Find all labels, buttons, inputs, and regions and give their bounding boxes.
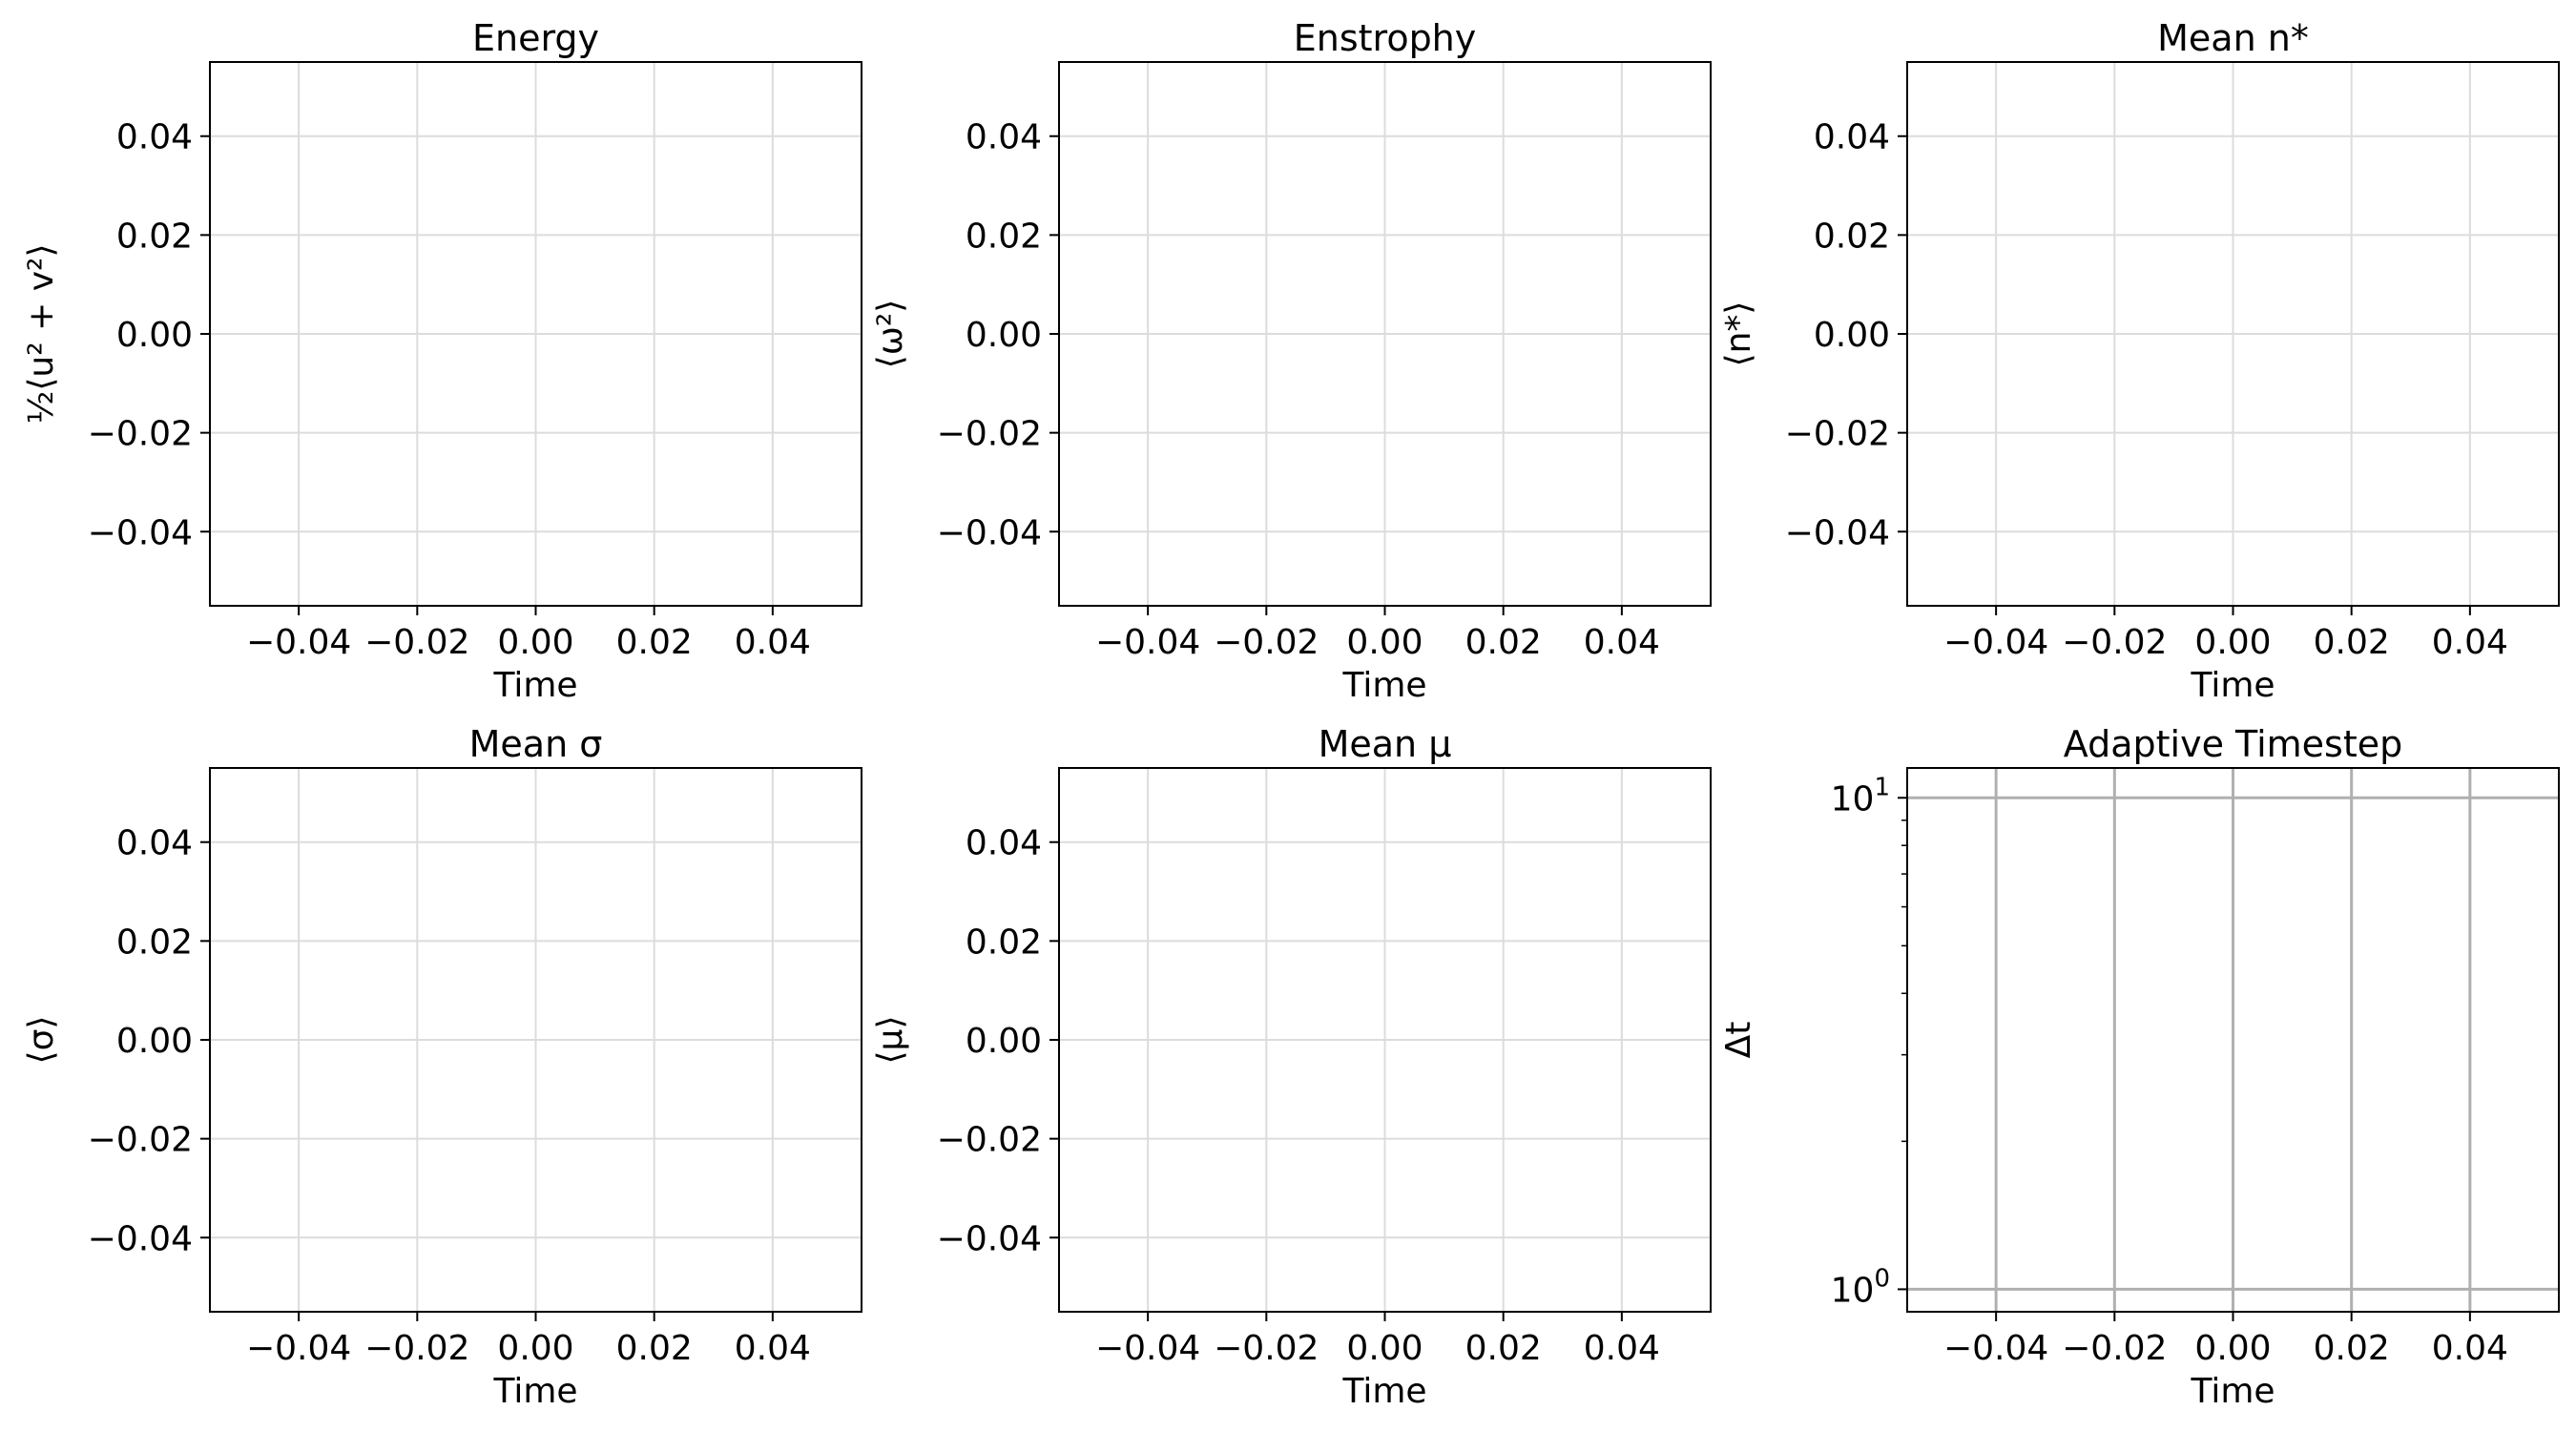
- x-tick-label: 0.02: [1465, 1329, 1542, 1368]
- x-tick-label: 0.04: [735, 623, 811, 662]
- y-tick-label: 101: [1831, 773, 1890, 819]
- y-tick-label: 0.02: [966, 217, 1042, 256]
- x-tick-label: 0.00: [2194, 623, 2271, 662]
- subplot-title: Mean σ: [469, 723, 603, 765]
- x-tick-label: 0.02: [1465, 623, 1542, 662]
- x-tick-label: 0.04: [735, 1329, 811, 1368]
- y-tick-label: 100: [1831, 1264, 1890, 1310]
- y-tick-label: −0.04: [937, 1219, 1042, 1258]
- y-tick-label: 0.02: [966, 923, 1042, 962]
- subplot-1: −0.04 −0.02 0.00 0.02 0.04 −0.04 −0.02 0.00 0.02…: [22, 17, 862, 705]
- x-tick-label: −0.02: [364, 623, 469, 662]
- x-axis-label: Time: [2190, 1372, 2275, 1411]
- y-tick-label: 0.00: [116, 316, 193, 355]
- subplot-title: Energy: [472, 17, 599, 59]
- y-tick-label: −0.04: [937, 513, 1042, 552]
- subplot-6: −0.04 −0.02 0.00 0.02 0.04 100 101 Adaptive Tim…: [1719, 723, 2560, 1411]
- x-axis-label: Time: [492, 666, 577, 705]
- y-tick-label: 0.04: [1814, 118, 1890, 157]
- y-tick-label: 0.04: [116, 824, 193, 863]
- x-tick-label: 0.04: [2432, 623, 2508, 662]
- subplot-title: Mean μ: [1319, 723, 1452, 765]
- x-tick-label: −0.02: [2062, 623, 2167, 662]
- subplot-title: Adaptive Timestep: [2064, 723, 2402, 765]
- subplot-title: Enstrophy: [1294, 17, 1477, 59]
- subplot-4: −0.04 −0.02 0.00 0.02 0.04 −0.04 −0.02 0.00 0.02…: [22, 723, 862, 1411]
- x-tick-label: 0.02: [2314, 1329, 2390, 1368]
- subplot-2: −0.04 −0.02 0.00 0.02 0.04 −0.04 −0.02 0.00 0.02…: [871, 17, 1712, 705]
- x-axis-label: Time: [1341, 1372, 1426, 1411]
- y-tick-label: 0.00: [966, 1022, 1042, 1061]
- y-tick-label: 0.04: [966, 824, 1042, 863]
- x-tick-label: −0.04: [1943, 623, 2048, 662]
- y-tick-label: −0.04: [88, 513, 193, 552]
- y-tick-label: −0.02: [88, 415, 193, 454]
- y-tick-label: 0.00: [1814, 316, 1890, 355]
- subplot-title: Mean n*: [2157, 17, 2309, 59]
- y-axis-label: ⟨ω²⟩: [871, 300, 910, 369]
- x-axis-label: Time: [2190, 666, 2275, 705]
- y-tick-label: −0.02: [1785, 415, 1890, 454]
- y-tick-label: −0.02: [937, 415, 1042, 454]
- y-tick-label: −0.02: [88, 1121, 193, 1160]
- x-tick-label: −0.04: [246, 623, 351, 662]
- x-tick-label: 0.00: [497, 1329, 573, 1368]
- x-tick-label: −0.02: [364, 1329, 469, 1368]
- x-tick-label: 0.04: [1584, 623, 1660, 662]
- x-tick-label: −0.02: [1214, 623, 1319, 662]
- y-tick-label: 0.02: [116, 217, 193, 256]
- x-tick-label: 0.04: [1584, 1329, 1660, 1368]
- y-tick-label: 0.04: [966, 118, 1042, 157]
- y-tick-label: 0.00: [966, 316, 1042, 355]
- x-tick-label: −0.04: [1095, 623, 1200, 662]
- y-tick-label: 0.02: [116, 923, 193, 962]
- x-tick-label: 0.00: [497, 623, 573, 662]
- y-axis-label: Δt: [1719, 1022, 1758, 1059]
- y-tick-label: 0.00: [116, 1022, 193, 1061]
- y-tick-label: 0.02: [1814, 217, 1890, 256]
- x-tick-label: 0.00: [2194, 1329, 2271, 1368]
- subplot-3: −0.04 −0.02 0.00 0.02 0.04 −0.04 −0.02 0.00 0.02…: [1719, 17, 2560, 705]
- x-tick-label: −0.02: [1214, 1329, 1319, 1368]
- x-tick-label: −0.04: [1943, 1329, 2048, 1368]
- y-tick-label: −0.02: [937, 1121, 1042, 1160]
- x-tick-label: 0.02: [2314, 623, 2390, 662]
- y-tick-label: −0.04: [88, 1219, 193, 1258]
- y-axis-label: ⟨n*⟩: [1719, 301, 1758, 367]
- x-tick-label: −0.04: [1095, 1329, 1200, 1368]
- x-axis-label: Time: [1341, 666, 1426, 705]
- subplot-5: −0.04 −0.02 0.00 0.02 0.04 −0.04 −0.02 0.00 0.02…: [871, 723, 1712, 1411]
- x-tick-label: −0.04: [246, 1329, 351, 1368]
- y-axis-label: ⟨μ⟩: [871, 1016, 910, 1065]
- x-tick-label: 0.00: [1346, 1329, 1423, 1368]
- x-tick-label: 0.00: [1346, 623, 1423, 662]
- y-axis-label: ½⟨u² + v²⟩: [22, 243, 61, 424]
- x-tick-label: 0.02: [616, 1329, 693, 1368]
- y-axis-label: ⟨σ⟩: [22, 1016, 61, 1065]
- x-tick-label: 0.02: [616, 623, 693, 662]
- y-tick-label: −0.04: [1785, 513, 1890, 552]
- x-tick-label: −0.02: [2062, 1329, 2167, 1368]
- x-tick-label: 0.04: [2432, 1329, 2508, 1368]
- x-axis-label: Time: [492, 1372, 577, 1411]
- y-tick-label: 0.04: [116, 118, 193, 157]
